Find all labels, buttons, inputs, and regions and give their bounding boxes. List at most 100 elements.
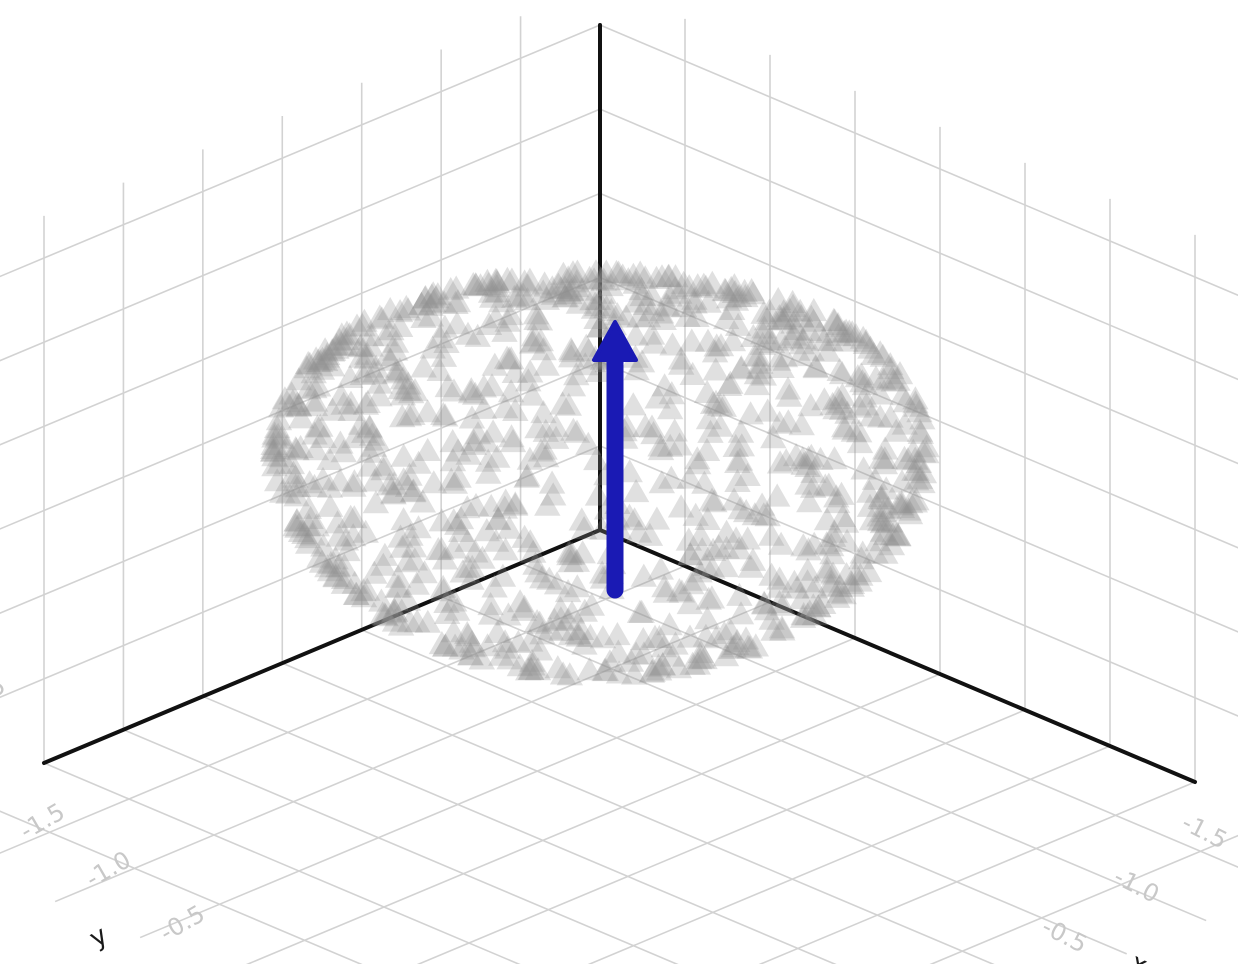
data-point [357, 323, 385, 347]
data-point [867, 381, 894, 405]
data-point [283, 507, 311, 531]
data-point [875, 495, 902, 519]
data-point [722, 526, 750, 550]
data-point [449, 559, 476, 583]
data-point [390, 507, 417, 531]
data-point [650, 634, 678, 658]
data-point [570, 516, 598, 540]
data-point [568, 277, 595, 301]
data-point [565, 290, 593, 314]
data-point [477, 279, 505, 303]
data-point [474, 268, 501, 292]
data-point [644, 385, 671, 409]
data-point [699, 270, 726, 294]
data-point [556, 539, 583, 563]
z-tick-label: 5 [0, 671, 10, 703]
data-point [555, 607, 582, 631]
data-point [571, 598, 598, 622]
data-point [488, 642, 515, 666]
data-point [687, 640, 715, 664]
data-point [725, 283, 753, 307]
data-point [689, 537, 716, 561]
data-point [801, 575, 829, 599]
data-point [260, 431, 287, 455]
data-point [824, 385, 852, 409]
data-point [386, 313, 414, 337]
axis-labels: -1.5 -1.0 -0.5 -1.5 -1.0 -0.5 5 y x [0, 671, 1232, 964]
data-point [493, 345, 521, 369]
data-point [514, 287, 541, 311]
grid-line [587, 745, 1111, 964]
data-point [712, 278, 739, 302]
data-point [688, 645, 715, 669]
data-point [558, 600, 586, 624]
data-point [523, 609, 551, 633]
data-point [343, 581, 370, 605]
data-point [712, 643, 740, 667]
data-point [754, 398, 781, 422]
data-point [888, 489, 915, 513]
data-point [886, 491, 913, 515]
data-point [800, 474, 827, 498]
data-point [877, 509, 904, 533]
data-point [287, 518, 315, 542]
data-point [563, 419, 591, 443]
data-point [394, 473, 422, 497]
data-point [372, 323, 399, 347]
data-point [261, 453, 288, 477]
data-point [299, 522, 326, 546]
data-point [398, 380, 425, 404]
data-point [677, 542, 704, 566]
data-point [459, 634, 486, 658]
data-point [462, 381, 489, 405]
data-point [295, 376, 322, 400]
data-point [268, 444, 296, 468]
data-point [910, 460, 938, 484]
data-point [347, 333, 375, 357]
grid-line [0, 192, 601, 446]
data-point [661, 276, 689, 300]
data-point [703, 625, 730, 649]
data-point [454, 495, 481, 519]
data-point [622, 479, 650, 503]
data-point [558, 541, 586, 565]
grid-line [758, 781, 1196, 964]
data-point [303, 513, 330, 537]
data-point [869, 343, 897, 367]
data-point [464, 421, 492, 445]
data-point [833, 562, 860, 586]
data-point [846, 430, 874, 454]
data-point [505, 629, 532, 653]
data-point [702, 357, 729, 381]
data-point [518, 648, 546, 672]
data-point [794, 602, 821, 626]
data-point [743, 361, 771, 385]
data-point [658, 465, 685, 489]
data-point [558, 344, 585, 368]
data-point [324, 510, 351, 534]
data-point [826, 574, 853, 598]
data-point [839, 320, 866, 344]
data-point [866, 503, 893, 527]
data-point [332, 332, 359, 356]
data-point [848, 362, 875, 386]
data-point [902, 386, 929, 410]
data-point [626, 304, 653, 328]
data-point [667, 346, 695, 370]
data-point [592, 657, 619, 681]
data-point [401, 547, 428, 571]
data-point [519, 329, 547, 353]
data-point [506, 653, 534, 677]
data-point [496, 346, 523, 370]
data-point [354, 341, 381, 365]
data-point [710, 393, 737, 417]
data-point [371, 602, 398, 626]
data-point [678, 571, 705, 595]
data-point [706, 392, 734, 416]
data-point [732, 284, 759, 308]
data-point [533, 444, 560, 468]
data-point [326, 327, 353, 351]
data-point [397, 522, 424, 546]
data-point [832, 509, 860, 533]
